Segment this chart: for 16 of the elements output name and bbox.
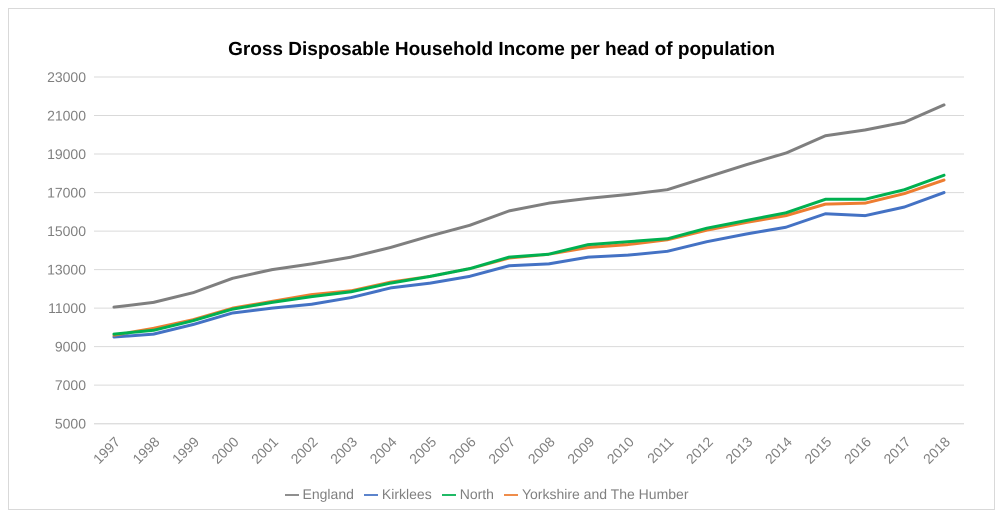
y-tick-label: 23000 [47, 68, 86, 85]
legend-label: Kirklees [382, 486, 432, 502]
line-series [112, 103, 946, 309]
y-tick-label: 9000 [54, 338, 86, 355]
legend-label: Yorkshire and The Humber [522, 486, 688, 502]
chart-title: Gross Disposable Household Income per head of population [227, 38, 776, 62]
y-tick-label: 13000 [47, 262, 86, 278]
y-tick-label: 17000 [47, 184, 86, 201]
y-tick-label: 5000 [54, 416, 86, 432]
y-tick-label: 11000 [48, 300, 86, 316]
y-tick-label: 21000 [47, 107, 86, 124]
y-tick-label: 19000 [47, 146, 86, 162]
legend-label: North [460, 486, 494, 502]
y-tick-label: 15000 [47, 223, 86, 240]
y-tick-label: 7000 [54, 377, 86, 394]
legend-label: England [302, 486, 354, 502]
